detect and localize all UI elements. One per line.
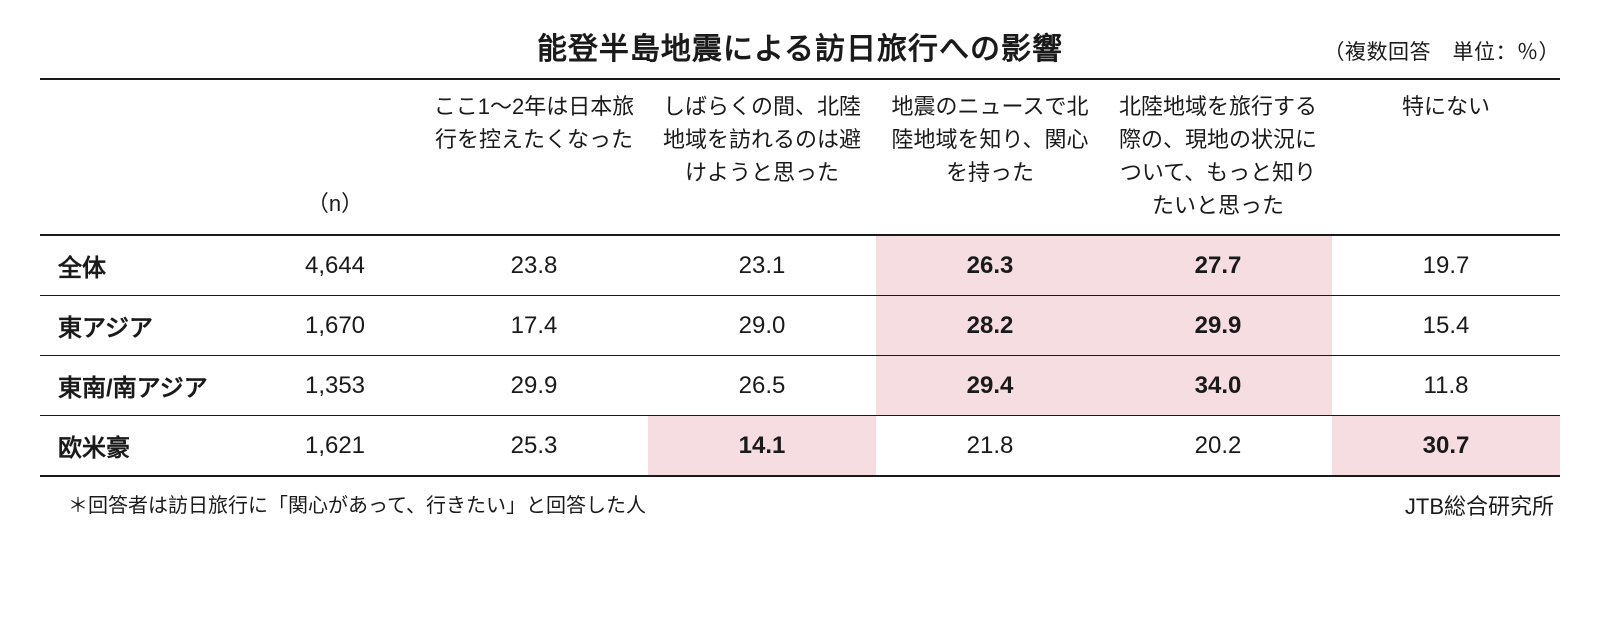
- cell: 14.1: [648, 416, 876, 477]
- table-row: 東南/南アジア1,35329.926.529.434.011.8: [40, 356, 1560, 416]
- row-n: 4,644: [250, 235, 420, 296]
- row-label: 東アジア: [40, 296, 250, 356]
- cell: 15.4: [1332, 296, 1560, 356]
- table-row: 全体4,64423.823.126.327.719.7: [40, 235, 1560, 296]
- footer-row: ＊回答者は訪日旅行に「関心があって、行きたい」と回答した人 JTB総合研究所: [40, 489, 1560, 521]
- header-col-4: 特にない: [1332, 79, 1560, 235]
- cell: 34.0: [1104, 356, 1332, 416]
- page-title: 能登半島地震による訪日旅行への影響: [537, 24, 1063, 68]
- cell: 17.4: [420, 296, 648, 356]
- cell: 30.7: [1332, 416, 1560, 477]
- table-body: 全体4,64423.823.126.327.719.7東アジア1,67017.4…: [40, 235, 1560, 476]
- row-label: 欧米豪: [40, 416, 250, 477]
- source-credit: JTB総合研究所: [1405, 489, 1554, 521]
- table-figure: 能登半島地震による訪日旅行への影響 （複数回答 単位：％） （n） ここ1〜2年…: [40, 24, 1560, 521]
- row-n: 1,670: [250, 296, 420, 356]
- cell: 23.8: [420, 235, 648, 296]
- table-row: 東アジア1,67017.429.028.229.915.4: [40, 296, 1560, 356]
- cell: 29.9: [420, 356, 648, 416]
- row-n: 1,353: [250, 356, 420, 416]
- header-col-1: しばらくの間、北陸地域を訪れるのは避けようと思った: [648, 79, 876, 235]
- table-row: 欧米豪1,62125.314.121.820.230.7: [40, 416, 1560, 477]
- cell: 23.1: [648, 235, 876, 296]
- footnote: ＊回答者は訪日旅行に「関心があって、行きたい」と回答した人: [46, 489, 646, 518]
- cell: 27.7: [1104, 235, 1332, 296]
- title-row: 能登半島地震による訪日旅行への影響 （複数回答 単位：％）: [40, 24, 1560, 68]
- header-n: （n）: [250, 79, 420, 235]
- cell: 20.2: [1104, 416, 1332, 477]
- header-blank: [40, 79, 250, 235]
- row-label: 東南/南アジア: [40, 356, 250, 416]
- cell: 21.8: [876, 416, 1104, 477]
- cell: 25.3: [420, 416, 648, 477]
- data-table: （n） ここ1〜2年は日本旅行を控えたくなった しばらくの間、北陸地域を訪れるの…: [40, 78, 1560, 477]
- header-col-2: 地震のニュースで北陸地域を知り、関心を持った: [876, 79, 1104, 235]
- header-col-3: 北陸地域を旅行する際の、現地の状況について、もっと知りたいと思った: [1104, 79, 1332, 235]
- row-n: 1,621: [250, 416, 420, 477]
- cell: 26.5: [648, 356, 876, 416]
- header-col-0: ここ1〜2年は日本旅行を控えたくなった: [420, 79, 648, 235]
- cell: 29.0: [648, 296, 876, 356]
- cell: 28.2: [876, 296, 1104, 356]
- cell: 29.4: [876, 356, 1104, 416]
- table-header-row: （n） ここ1〜2年は日本旅行を控えたくなった しばらくの間、北陸地域を訪れるの…: [40, 79, 1560, 235]
- cell: 29.9: [1104, 296, 1332, 356]
- cell: 11.8: [1332, 356, 1560, 416]
- row-label: 全体: [40, 235, 250, 296]
- cell: 26.3: [876, 235, 1104, 296]
- subtitle: （複数回答 単位：％）: [1324, 36, 1561, 66]
- cell: 19.7: [1332, 235, 1560, 296]
